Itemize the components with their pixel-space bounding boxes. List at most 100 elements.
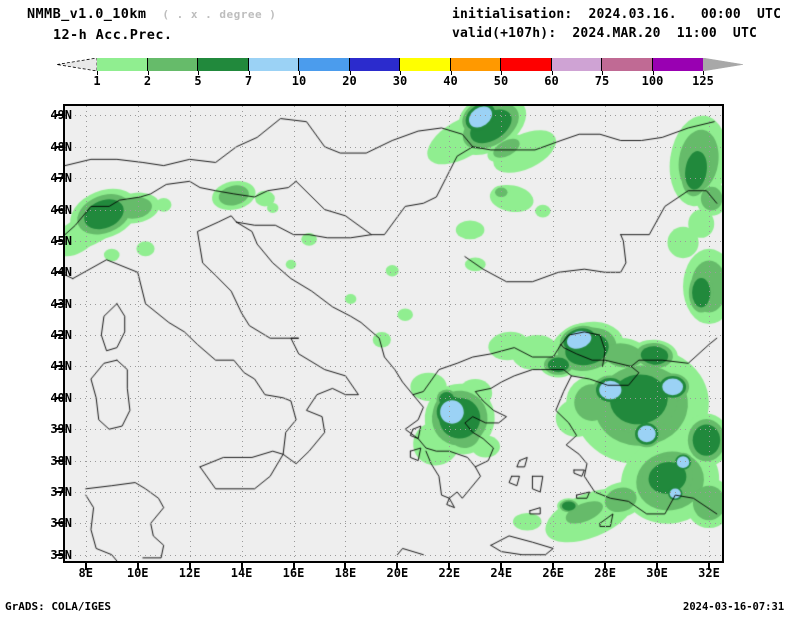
gridline-lat (65, 366, 722, 368)
ytick-label-43N: 43N (50, 296, 72, 311)
xtick-label-14E: 14E (230, 566, 253, 580)
ytick-mark (55, 145, 63, 148)
colorbar-ticks: 1 2 5 7 10 20 30 40 50 60 75 100 125 (93, 71, 714, 89)
ytick-label-36N: 36N (50, 516, 72, 531)
colorbar-tickmark (97, 71, 98, 75)
colorbar-tick-2: 2 (143, 74, 152, 88)
ytick-label-38N: 38N (50, 453, 72, 468)
precipitation-field (65, 106, 722, 561)
xtick-label-28E: 28E (594, 566, 616, 580)
header-meta-block: initialisation: 2024.03.16. 00:00 UTC va… (452, 5, 781, 43)
xtick-label-8E: 8E (78, 566, 93, 580)
gridline-lat (65, 240, 722, 242)
colorbar-under-arrow-icon (57, 58, 97, 71)
gridline-lon (397, 106, 399, 561)
gridline-lat (65, 115, 722, 117)
colorbar-tickmark (652, 71, 654, 75)
resolution-note-label: ( . x . degree ) (162, 8, 277, 21)
gridline-lat (65, 272, 722, 274)
colorbar-tick-20: 20 (342, 74, 357, 88)
colorbar-cell-50 (501, 58, 552, 71)
gridline-lon (85, 106, 87, 561)
gridline-lat (65, 146, 722, 148)
colorbar-tickmark (450, 71, 452, 75)
gridline-lat (65, 429, 722, 431)
xtick-mark (656, 563, 659, 570)
ytick-mark (55, 365, 63, 368)
xtick-label-26E: 26E (542, 566, 565, 580)
render-timestamp-label: 2024-03-16-07:31 (683, 601, 785, 613)
ytick-mark (55, 396, 63, 399)
gridline-lat (65, 178, 722, 180)
colorbar-cell-10 (299, 58, 350, 71)
xtick-label-24E: 24E (490, 566, 513, 580)
xtick-label-18E: 18E (334, 566, 357, 580)
colorbar-tick-75: 75 (594, 74, 610, 88)
grads-credit-label: GrADS: COLA/IGES (5, 600, 111, 613)
gridline-lon (553, 106, 555, 561)
colorbar-tick-50: 50 (493, 74, 509, 88)
xtick-mark (552, 563, 555, 570)
gridline-lat (65, 303, 722, 305)
ytick-mark (55, 428, 63, 431)
gridline-lon (605, 106, 607, 561)
colorbar-tickmark (501, 71, 502, 75)
ytick-mark (55, 208, 63, 211)
gridline-lon (189, 106, 191, 561)
xtick-label-22E: 22E (438, 566, 461, 580)
colorbar-cell-1 (97, 58, 148, 71)
ytick-label-41N: 41N (50, 359, 72, 374)
colorbar-tickmark (198, 71, 199, 75)
xtick-label-10E: 10E (126, 566, 149, 580)
ytick-mark (55, 177, 63, 180)
ytick-mark (55, 334, 63, 337)
colorbar-tickmark (551, 71, 553, 75)
colorbar-cell-5 (198, 58, 249, 71)
gridline-lat (65, 554, 722, 556)
colorbar-tickmark (703, 71, 704, 75)
colorbar-tick-100: 100 (641, 74, 664, 88)
ytick-mark (55, 459, 63, 462)
colorbar-tick-5: 5 (194, 74, 202, 88)
gridline-lon (501, 106, 503, 561)
ytick-label-37N: 37N (50, 484, 72, 499)
colorbar-tickmark (147, 71, 149, 75)
gridline-lon (657, 106, 659, 561)
colorbar-tickmark (299, 71, 300, 75)
ytick-label-35N: 35N (50, 547, 72, 562)
colorbar-tick-125: 125 (692, 74, 714, 88)
model-name-label: NMMB_v1.0_10km (27, 6, 147, 22)
colorbar-tickmark (602, 71, 603, 75)
gridline-lat (65, 460, 722, 462)
xtick-mark (136, 563, 139, 570)
xtick-mark (604, 563, 607, 570)
colorbar-tick-30: 30 (392, 74, 408, 88)
xtick-mark (448, 563, 451, 570)
map-plot-area[interactable] (63, 104, 724, 563)
xtick-label-16E: 16E (282, 566, 305, 580)
colorbar-cell-40 (450, 58, 501, 71)
colorbar-cell-100 (652, 58, 703, 71)
ytick-label-42N: 42N (50, 328, 72, 343)
gridline-lat (65, 523, 722, 525)
xtick-mark (84, 563, 87, 570)
colorbar-tick-7: 7 (244, 74, 253, 88)
colorbar-legend: 1 2 5 7 10 20 30 40 50 60 75 100 125 (57, 58, 743, 88)
ytick-label-44N: 44N (50, 265, 72, 280)
gridline-lon (345, 106, 347, 561)
colorbar-cell-20 (349, 58, 400, 71)
xtick-mark (500, 563, 503, 570)
ytick-label-48N: 48N (50, 139, 72, 154)
colorbar-cell-7 (248, 58, 299, 71)
gridline-lon (241, 106, 243, 561)
colorbar-cell-75 (602, 58, 653, 71)
gridline-lat (65, 335, 722, 337)
colorbar-swatches (97, 58, 703, 71)
xtick-mark (344, 563, 347, 570)
colorbar-tickmark (248, 71, 250, 75)
ytick-mark (55, 490, 63, 493)
gridline-lat (65, 209, 722, 211)
colorbar-over-arrow-icon (703, 58, 743, 71)
gridline-lat (65, 397, 722, 399)
xtick-label-12E: 12E (178, 566, 201, 580)
